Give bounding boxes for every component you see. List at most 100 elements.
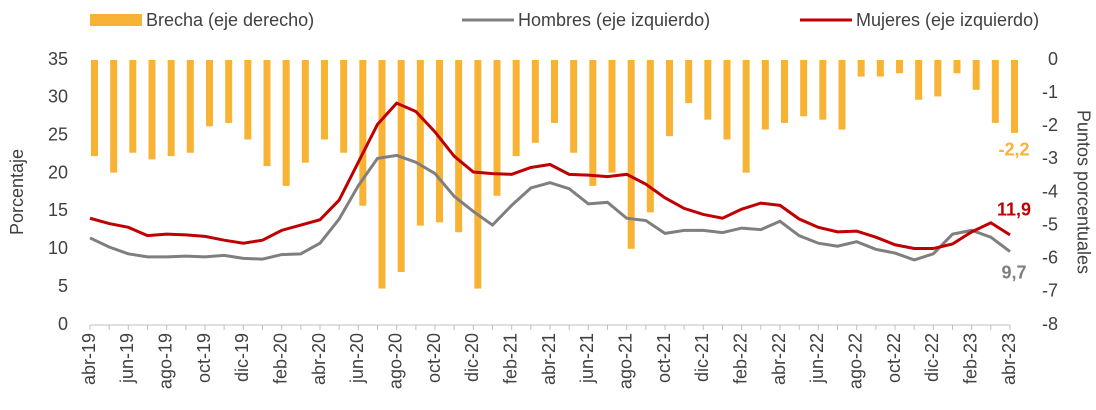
bar [761, 60, 769, 130]
x-tick-label: oct-22 [884, 333, 904, 383]
y-axis-title: Porcentaje [7, 149, 27, 235]
legend-label: Hombres (eje izquierdo) [518, 10, 710, 30]
bar [551, 60, 558, 123]
bar [91, 60, 98, 157]
y-tick-label: 35 [48, 49, 68, 69]
x-tick-label: abr-22 [769, 333, 789, 385]
x-tick-label: ago-20 [385, 333, 405, 389]
bar [991, 60, 999, 123]
bar [934, 60, 942, 97]
x-tick-label: abr-20 [309, 333, 329, 385]
bar [723, 60, 731, 140]
x-tick-label: ago-22 [845, 333, 865, 389]
y2-tick-label: -8 [1042, 314, 1058, 334]
x-tick-label: feb-21 [500, 333, 520, 384]
bar [186, 60, 194, 153]
bar [244, 60, 252, 140]
y2-tick-label: -7 [1042, 281, 1058, 301]
y2-tick-label: -1 [1042, 82, 1058, 102]
bar [512, 60, 520, 157]
legend-label: Brecha (eje derecho) [146, 10, 314, 30]
bar [416, 60, 424, 226]
x-tick-label: dic-22 [922, 333, 942, 382]
y-tick-label: 0 [58, 314, 68, 334]
x-tick-label: dic-20 [462, 333, 482, 382]
bar [340, 60, 348, 153]
bar [397, 60, 405, 272]
data-label: -2,2 [998, 140, 1029, 160]
bar [493, 60, 501, 196]
line [89, 101, 1011, 251]
y2-tick-label: -2 [1042, 115, 1058, 135]
bar [531, 60, 539, 143]
y2-axis-title: Puntos porcentuales [1073, 110, 1093, 274]
y2-tick-label: -5 [1042, 214, 1058, 234]
x-tick-label: feb-20 [270, 333, 290, 384]
bar [742, 60, 750, 173]
y-tick-label: 15 [48, 200, 68, 220]
data-label: 11,9 [997, 200, 1031, 220]
bar [704, 60, 712, 120]
data-label: 9,7 [1001, 262, 1026, 282]
bar [167, 60, 175, 157]
y-tick-label: 5 [58, 276, 68, 296]
x-tick-label: ago-21 [615, 333, 635, 389]
x-tick-label: abr-23 [999, 333, 1019, 385]
x-tick-label: jun-21 [577, 333, 597, 384]
x-tick-label: feb-22 [730, 333, 750, 384]
x-tick-label: abr-21 [539, 333, 559, 385]
bar [263, 60, 271, 166]
bar [876, 60, 884, 77]
bar [608, 60, 616, 173]
legend-swatch [90, 14, 142, 26]
bar [474, 60, 482, 289]
bar [896, 60, 903, 74]
bar [627, 60, 635, 249]
x-tick-label: oct-21 [654, 333, 674, 383]
bar [646, 60, 654, 213]
y-tick-label: 10 [48, 238, 68, 258]
y-tick-label: 30 [48, 87, 68, 107]
x-tick-label: abr-19 [79, 333, 99, 385]
bar [148, 60, 156, 160]
bar [129, 60, 137, 153]
bar [666, 60, 673, 137]
x-tick-label: oct-20 [424, 333, 444, 383]
y2-tick-label: -3 [1042, 148, 1058, 168]
bar [800, 60, 808, 117]
y-tick-label: 20 [48, 162, 68, 182]
y2-tick-label: -4 [1042, 181, 1058, 201]
x-tick-label: jun-22 [807, 333, 827, 384]
y2-tick-label: 0 [1048, 49, 1058, 69]
bar [206, 60, 213, 127]
bar [321, 60, 328, 140]
bar [857, 60, 865, 77]
legend-label: Mujeres (eje izquierdo) [856, 10, 1039, 30]
bar [819, 60, 827, 120]
x-tick-label: dic-19 [232, 333, 252, 382]
bar [972, 60, 980, 90]
bar [110, 60, 118, 173]
bar [225, 60, 233, 123]
bar [455, 60, 463, 233]
x-tick-label: ago-19 [155, 333, 175, 389]
bar [301, 60, 309, 163]
bar [781, 60, 788, 123]
bar [282, 60, 290, 186]
bar [1011, 60, 1018, 133]
line [89, 153, 1011, 262]
bar [589, 60, 597, 186]
bar [436, 60, 443, 223]
x-tick-label: oct-19 [194, 333, 214, 383]
bar [685, 60, 693, 104]
bar [915, 60, 923, 100]
y-tick-label: 25 [48, 124, 68, 144]
bar [359, 60, 367, 206]
bar [838, 60, 846, 130]
x-tick-label: jun-19 [117, 333, 137, 384]
y2-tick-label: -6 [1042, 248, 1058, 268]
bar [378, 60, 386, 289]
x-tick-label: jun-20 [347, 333, 367, 384]
bar [570, 60, 578, 153]
